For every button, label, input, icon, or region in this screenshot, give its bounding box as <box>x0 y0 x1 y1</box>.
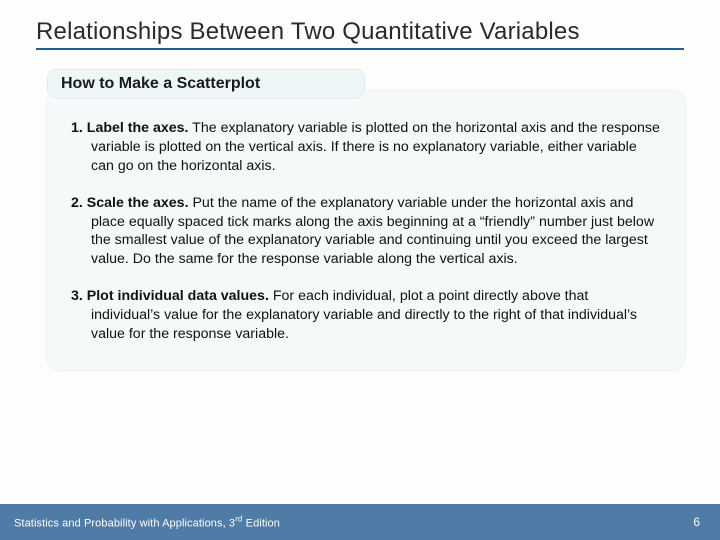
footer-book-name: Statistics and Probability with Applicat… <box>14 517 235 529</box>
step-3-label: 3. Plot individual data values. <box>71 288 269 304</box>
content-area: How to Make a Scatterplot 1. Label the a… <box>0 56 720 371</box>
steps-box: 1. Label the axes. The explanatory varia… <box>46 90 686 371</box>
footer-edition-word: Edition <box>242 517 280 529</box>
step-2: 2. Scale the axes. Put the name of the e… <box>71 194 661 270</box>
footer-book-title: Statistics and Probability with Applicat… <box>14 515 280 530</box>
step-2-label: 2. Scale the axes. <box>71 195 189 211</box>
step-1-label: 1. Label the axes. <box>71 120 189 136</box>
subheading: How to Make a Scatterplot <box>46 68 366 100</box>
slide: Relationships Between Two Quantitative V… <box>0 0 720 540</box>
footer-page-number: 6 <box>693 515 700 529</box>
title-area: Relationships Between Two Quantitative V… <box>0 0 720 56</box>
footer-bar: Statistics and Probability with Applicat… <box>0 504 720 540</box>
step-3: 3. Plot individual data values. For each… <box>71 287 661 344</box>
slide-title: Relationships Between Two Quantitative V… <box>36 18 684 50</box>
step-1: 1. Label the axes. The explanatory varia… <box>71 119 661 176</box>
